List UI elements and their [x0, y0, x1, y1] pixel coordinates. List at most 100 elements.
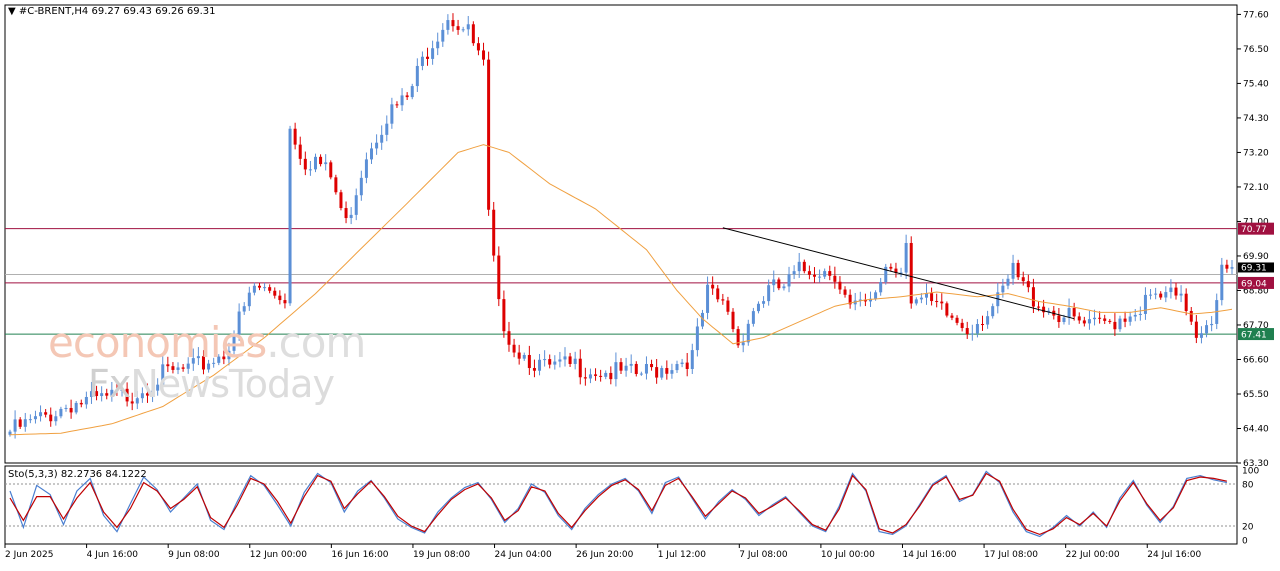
stochastic-level-label: 100 [1242, 467, 1259, 477]
bull-candle [1047, 310, 1051, 313]
bear-candle [1057, 315, 1061, 323]
bull-candle [741, 342, 745, 346]
bull-candle [868, 298, 872, 302]
bull-candle [466, 24, 470, 30]
bull-candle [354, 195, 358, 215]
bull-candle [986, 316, 990, 325]
watermark-fxnewstoday: FxNewsToday [88, 362, 335, 406]
bear-candle [166, 364, 170, 367]
bear-candle [497, 255, 501, 300]
y-axis-tick-label: 72.10 [1243, 183, 1269, 193]
stochastic-pane-frame [4, 465, 1238, 545]
bear-candle [833, 275, 837, 282]
bull-candle [380, 134, 384, 143]
bull-candle [247, 292, 251, 307]
bear-candle [171, 366, 175, 370]
x-axis-tick-label: 19 Jun 08:00 [413, 550, 470, 560]
bear-candle [594, 374, 598, 376]
bull-candle [1006, 278, 1010, 286]
bull-candle [237, 311, 241, 335]
bear-candle [130, 401, 134, 404]
bear-candle [145, 393, 149, 396]
bear-candle [451, 20, 455, 27]
bull-candle [1118, 318, 1122, 330]
bull-candle [1143, 294, 1147, 314]
bull-candle [1205, 325, 1209, 334]
bull-candle [191, 358, 195, 364]
x-axis-tick-label: 4 Jun 16:00 [87, 550, 139, 560]
bear-candle [1077, 316, 1081, 321]
symbol-name: #C-BRENT,H4 [18, 6, 89, 17]
bull-candle [370, 148, 374, 160]
bull-candle [874, 292, 878, 299]
y-axis-tick-label: 63.30 [1243, 459, 1269, 469]
bear-candle [1082, 320, 1086, 324]
bull-candle [441, 29, 445, 42]
bear-candle [930, 293, 934, 302]
bull-candle [176, 367, 180, 370]
bear-candle [339, 192, 343, 209]
bull-candle [879, 282, 883, 293]
bull-candle [818, 276, 822, 278]
bear-candle [471, 24, 475, 44]
bull-candle [543, 359, 547, 361]
bear-candle [344, 208, 348, 219]
watermark-economies: economies.com [48, 318, 366, 367]
bear-candle [609, 372, 613, 380]
level-price-label: 70.77 [1241, 225, 1267, 235]
bear-candle [201, 356, 205, 370]
bull-candle [644, 363, 648, 374]
bear-candle [1189, 310, 1193, 322]
bear-candle [802, 261, 806, 272]
bull-candle [756, 303, 760, 312]
bear-candle [909, 242, 913, 304]
level-price-tag [1238, 276, 1274, 289]
bull-candle [8, 431, 12, 435]
bear-candle [655, 367, 659, 378]
bull-candle [120, 388, 124, 392]
level-price-label: 69.04 [1241, 279, 1267, 289]
bear-candle [125, 388, 129, 402]
bull-candle [186, 363, 190, 369]
bear-candle [293, 128, 297, 145]
bull-candle [446, 20, 450, 30]
bull-candle [110, 389, 114, 396]
bull-candle [232, 334, 236, 351]
bear-candle [965, 328, 969, 335]
bear-candle [278, 295, 282, 301]
bull-candle [33, 416, 37, 420]
x-axis-tick-label: 24 Jun 04:00 [495, 550, 552, 560]
bear-candle [889, 266, 893, 269]
y-axis-tick-label: 71.00 [1243, 217, 1269, 227]
y-axis-tick-label: 74.30 [1243, 114, 1269, 124]
bull-candle [1154, 293, 1158, 295]
bull-candle [359, 177, 363, 196]
x-axis-tick-label: 9 Jun 08:00 [168, 550, 220, 560]
bull-candle [242, 306, 246, 312]
bull-candle [217, 356, 221, 363]
bear-candle [838, 281, 842, 290]
bear-candle [736, 329, 740, 346]
x-axis-tick-label: 26 Jun 20:00 [576, 550, 633, 560]
bear-candle [1103, 318, 1107, 321]
bear-candle [44, 412, 48, 415]
bull-candle [420, 56, 424, 66]
bull-candle [263, 287, 267, 289]
bull-candle [1169, 287, 1173, 293]
bear-candle [476, 43, 480, 51]
bull-candle [558, 359, 562, 362]
bear-candle [828, 271, 832, 276]
bull-candle [410, 86, 414, 98]
bull-candle [792, 271, 796, 275]
bear-candle [955, 317, 959, 323]
bull-candle [13, 419, 17, 432]
bull-candle [624, 365, 628, 371]
bear-candle [599, 375, 603, 377]
level-price-label: 67.41 [1241, 331, 1267, 341]
y-axis-tick-label: 76.50 [1243, 45, 1269, 55]
bear-candle [568, 356, 572, 364]
bear-candle [863, 299, 867, 302]
chevron-down-icon[interactable]: ▼ [8, 6, 16, 17]
bear-candle [1159, 293, 1163, 298]
